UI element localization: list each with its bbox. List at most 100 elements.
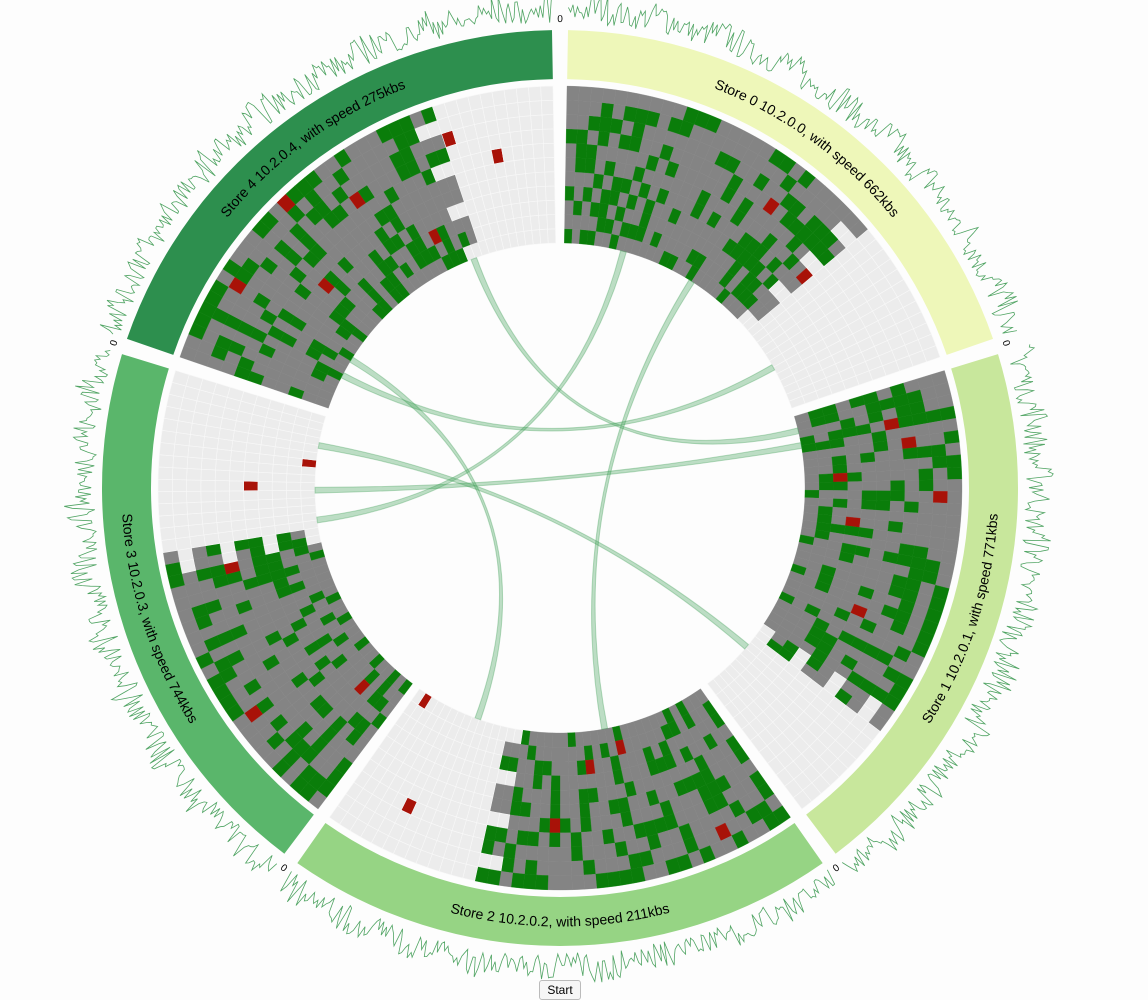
storage-block	[215, 500, 231, 513]
store-blocks-2	[329, 688, 791, 891]
storage-block	[160, 429, 177, 445]
storage-block	[875, 460, 891, 472]
storage-block	[590, 87, 604, 103]
store-arc[interactable]	[126, 30, 553, 355]
storage-block	[577, 774, 588, 790]
storage-block	[186, 479, 202, 492]
storage-block	[498, 871, 513, 888]
storage-block	[526, 186, 538, 203]
storage-block	[600, 102, 615, 119]
speed-spectrum-0	[568, 0, 1018, 334]
storage-block	[559, 818, 571, 834]
storage-block	[547, 228, 557, 244]
storage-block	[804, 482, 820, 491]
storage-block	[203, 532, 220, 547]
storage-block	[590, 816, 603, 832]
axis-zero-label: 0	[557, 14, 563, 25]
storage-block	[244, 508, 260, 521]
storage-block	[913, 422, 930, 437]
storage-block	[605, 856, 620, 874]
storage-block	[529, 802, 541, 819]
storage-block	[513, 158, 526, 176]
storage-block	[890, 490, 906, 502]
storage-block	[200, 457, 217, 471]
storage-block	[580, 817, 592, 833]
transfer-chord	[470, 257, 800, 445]
storage-block	[833, 481, 848, 491]
storage-block	[564, 228, 573, 244]
storage-block	[576, 760, 587, 776]
storage-block	[803, 466, 820, 476]
storage-block	[899, 425, 916, 439]
store-arc[interactable]	[806, 354, 1018, 854]
store-arc[interactable]	[102, 354, 314, 854]
storage-block	[186, 501, 203, 515]
storage-block	[559, 875, 573, 891]
storage-block	[832, 506, 848, 518]
storage-block	[847, 481, 863, 491]
storage-block	[559, 804, 571, 819]
storage-block	[579, 802, 591, 819]
storage-block	[571, 860, 584, 876]
store-blocks-0	[564, 85, 941, 409]
storage-block	[517, 816, 530, 832]
storage-block	[157, 491, 173, 505]
storage-block	[922, 345, 941, 363]
storage-block	[230, 519, 247, 532]
storage-block	[538, 214, 548, 230]
storage-block	[832, 498, 848, 509]
storage-block	[932, 502, 948, 516]
storage-block	[161, 538, 178, 553]
storage-block	[904, 480, 920, 492]
storage-block	[271, 481, 287, 491]
storage-block	[578, 788, 590, 804]
storage-block	[537, 200, 548, 216]
storage-block	[574, 731, 584, 747]
storage-block	[559, 732, 569, 748]
storage-block	[286, 465, 302, 475]
storage-block	[301, 504, 317, 515]
storage-block	[595, 872, 610, 889]
storage-block	[229, 490, 245, 502]
storage-block	[945, 442, 961, 457]
storage-block	[522, 143, 535, 160]
storage-block	[158, 454, 174, 469]
storage-block	[186, 468, 202, 481]
storage-block	[875, 490, 891, 502]
storage-block	[243, 461, 260, 473]
storage-block	[286, 489, 302, 500]
storage-block	[890, 480, 906, 492]
storage-block	[917, 456, 934, 470]
storage-block	[565, 157, 577, 173]
store-arc[interactable]	[297, 823, 823, 946]
storage-block	[569, 803, 581, 819]
storage-block	[581, 200, 592, 217]
storage-block	[258, 507, 274, 519]
storage-block	[930, 525, 946, 539]
storage-block	[582, 186, 594, 203]
store-arc[interactable]	[567, 30, 994, 355]
storage-block	[602, 88, 617, 105]
storage-block	[903, 501, 920, 514]
storage-block	[171, 490, 188, 504]
storage-block	[817, 456, 833, 467]
storage-block	[594, 858, 608, 875]
storage-block	[530, 788, 542, 804]
storage-block	[549, 804, 561, 819]
storage-block	[541, 114, 555, 130]
storage-block	[544, 732, 553, 748]
storage-block	[569, 789, 580, 805]
storage-block	[564, 200, 574, 215]
storage-block	[575, 143, 588, 159]
storage-block	[581, 845, 595, 861]
storage-block	[187, 445, 204, 459]
storage-block	[545, 185, 556, 201]
storage-block	[933, 491, 948, 504]
storage-block	[568, 760, 578, 776]
storage-block	[847, 490, 863, 501]
storage-block	[525, 845, 539, 861]
storage-block	[804, 489, 820, 499]
storage-block	[543, 142, 555, 159]
start-button[interactable]: Start	[539, 980, 581, 1000]
